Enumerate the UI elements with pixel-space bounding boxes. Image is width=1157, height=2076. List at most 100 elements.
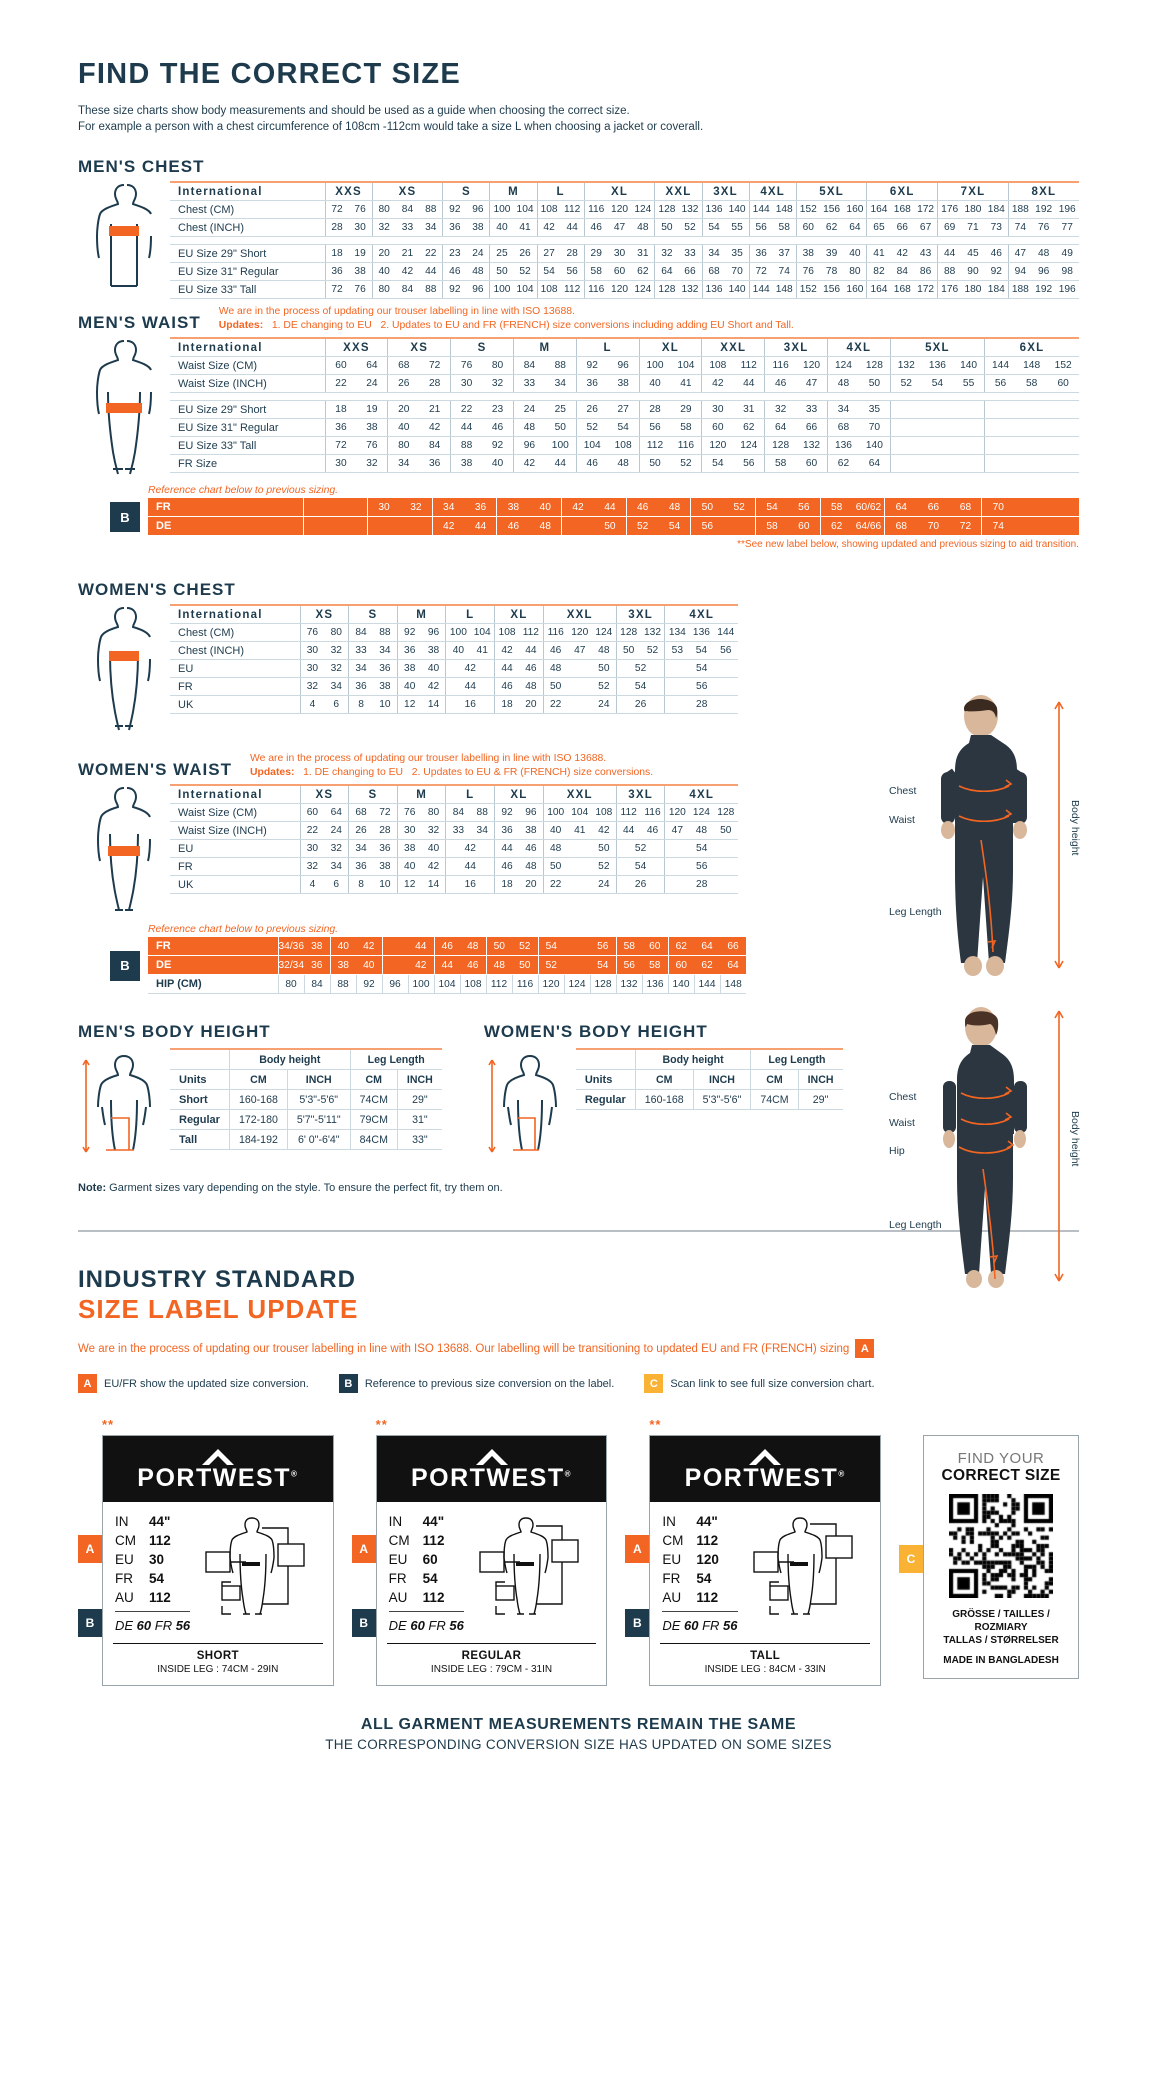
table-cell: 80 (324, 623, 349, 642)
table-cell: 44 (464, 516, 497, 536)
callout-male-chest: Chest (889, 785, 917, 797)
table-cell: 92 (442, 200, 467, 219)
bh-group-leg-length: Leg Length (350, 1048, 442, 1070)
table-row: EU 30 32 34 36 38 40 42 44 46 48 50 52 54 (170, 659, 738, 678)
table-cell: 58 (1015, 374, 1048, 393)
table-cell: 64 (694, 937, 720, 956)
size-header: 3XL (701, 183, 750, 201)
table-cell: 31 (733, 400, 765, 419)
table-cell (564, 937, 590, 956)
table-cell: 56 (787, 498, 821, 517)
table-cell: 72 (949, 516, 982, 536)
table-cell: 18 (494, 695, 519, 714)
table-cell: 20 (387, 400, 420, 419)
table-cell: 124 (631, 280, 655, 299)
brand-text-3: PORTWEST® (685, 1466, 846, 1491)
bh-row-label: Regular (575, 1089, 636, 1110)
table-cell (1015, 436, 1048, 455)
size-header: M (489, 183, 538, 201)
table-cell: 50 (489, 262, 514, 281)
table-cell: 54 (615, 677, 665, 696)
table-cell: 36 (494, 821, 519, 840)
table-cell: 48 (512, 418, 545, 437)
table-cell: 8 (348, 695, 373, 714)
table-cell: 38 (496, 498, 530, 517)
table-cell: 144 (713, 623, 738, 642)
table-cell: 49 (1055, 244, 1079, 263)
chip-b-card-3: B (625, 1609, 650, 1637)
brand-text-1: PORTWEST® (137, 1466, 298, 1491)
womens-waist-header: WOMEN'S WAIST We are in the process of u… (78, 752, 1079, 780)
table-cell: 39 (819, 244, 844, 263)
qr-code-icon[interactable] (949, 1494, 1054, 1598)
table-cell: 70 (981, 498, 1015, 517)
table-cell: 52 (625, 516, 659, 536)
brand-text-2: PORTWEST® (411, 1466, 572, 1491)
table-cell: 32 (299, 677, 325, 696)
table-cell: 56 (690, 516, 724, 536)
table-cell: 55 (725, 218, 750, 237)
table-cell: 176 (937, 200, 962, 219)
table-cell: 40 (421, 839, 446, 858)
callout-male-body-height: Body height (1069, 800, 1081, 856)
spec-key: EU (115, 1552, 134, 1567)
table-cell: 24 (324, 821, 349, 840)
table-cell: 124 (591, 623, 617, 642)
row-label: UK (170, 695, 301, 714)
chip-c: C (644, 1374, 664, 1393)
stars-2: ** (375, 1417, 388, 1432)
table-cell: 176 (937, 280, 962, 299)
size-header: XXL (542, 786, 617, 804)
table-cell: 29 (670, 400, 702, 419)
table-cell: 58 (819, 498, 853, 517)
table-cell: 108 (536, 200, 561, 219)
table-cell: 41 (470, 641, 495, 660)
table-cell: 88 (937, 262, 962, 281)
table-cell: 22 (542, 695, 568, 714)
table-cell: 62 (819, 516, 853, 536)
iso-note-line: We are in the process of updating our tr… (218, 306, 575, 317)
card-2-brandbar: PORTWEST® (376, 1436, 607, 1502)
table-cell: 38 (348, 262, 373, 281)
update-2: 2. Updates to EU and FR (FRENCH) size co… (380, 320, 794, 331)
table-cell: 14 (421, 695, 446, 714)
table-header-row: International XXS XS S M L XL XXL 3XL 4XL 5XL 6XL (170, 339, 1079, 357)
spec-key: FR (662, 1571, 681, 1586)
table-cell: 36 (372, 839, 398, 858)
prev-de-value: 60 (684, 1618, 699, 1633)
spec-row: AU 112 (389, 1588, 464, 1607)
table-cell: 47 (664, 821, 690, 840)
bh-cell: 160-168 (229, 1089, 288, 1110)
table-cell (567, 839, 592, 858)
table-cell: 33 (678, 244, 702, 263)
womens-waist-ref-note: Reference chart below to previous sizing… (148, 924, 339, 935)
table-cell: 30 (607, 244, 632, 263)
card-3-specs: IN 44" CM 112 EU 120 FR 54 AU 112 DE 60 FR 56 (662, 1512, 738, 1635)
table-cell: 52 (537, 955, 564, 975)
callout-male-waist: Waist (889, 814, 915, 826)
hip-row: HIP (CM) 80 84 88 92 96 100 104 108 112 116 120 124 1… (148, 974, 746, 994)
table-cell (984, 454, 1016, 473)
table-cell: 64 (356, 356, 388, 375)
updates-label: Updates: (218, 320, 264, 331)
table-cell: 48 (518, 857, 544, 876)
table-row: UK 4 6 8 10 12 14 16 18 20 22 24 26 28 (170, 875, 738, 894)
table-cell: 36 (324, 418, 357, 437)
fit-note-text: Garment sizes vary depending on the styl… (106, 1182, 503, 1194)
table-cell: 37 (772, 244, 797, 263)
table-cell: 44 (937, 244, 962, 263)
table-cell: 30 (348, 218, 373, 237)
brand-name-3: PORTWEST (684, 1464, 839, 1492)
table-cell: 42 (445, 839, 495, 858)
size-header: XS (371, 183, 443, 201)
table-cell: 38 (518, 821, 544, 840)
chip-b-card-2: B (351, 1609, 376, 1637)
table-cell: 68 (701, 262, 726, 281)
mens-chest-header: MEN'S CHEST (78, 157, 1079, 177)
spec-row: AU 112 (662, 1588, 737, 1607)
mens-body-height-table: Body height Leg Length Units CM INCH CM INCH Sh… (170, 1048, 442, 1150)
table-cell: 104 (513, 200, 538, 219)
table-cell: 46 (482, 418, 514, 437)
table-cell: 46 (583, 218, 608, 237)
table-cell: 58 (755, 516, 788, 536)
